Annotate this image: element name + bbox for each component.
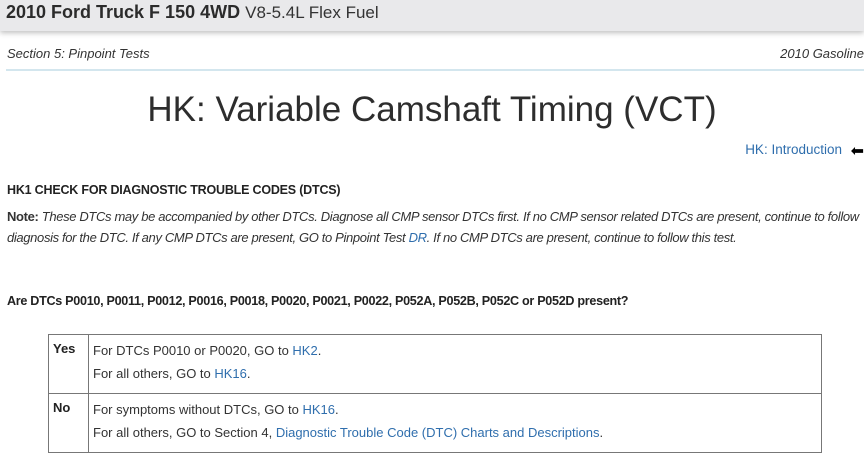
page-title: HK: Variable Camshaft Timing (VCT) [147, 90, 717, 129]
no-line-2: For all others, GO to Section 4, [93, 425, 276, 440]
yes-line-2: For all others, GO to [93, 366, 215, 381]
no-line-1: For symptoms without DTCs, GO to [93, 402, 303, 417]
hk16-link[interactable]: HK16 [214, 366, 247, 381]
yes-actions: For DTCs P0010 or P0020, GO to HK2. For a… [88, 334, 822, 394]
note: Note: These DTCs may be accompanied by o… [7, 206, 864, 248]
question: Are DTCs P0010, P0011, P0012, P0016, P00… [7, 294, 629, 308]
vehicle-name: 2010 Ford Truck F 150 4WD [6, 2, 241, 22]
answer-table: Yes For DTCs P0010 or P0020, GO to HK2. F… [48, 334, 822, 453]
hk16-link[interactable]: HK16 [302, 402, 336, 417]
table-row-yes: Yes For DTCs P0010 or P0020, GO to HK2. F… [48, 334, 822, 394]
table-row-no: No For symptoms without DTCs, GO to HK16… [48, 393, 822, 453]
note-label: Note: [7, 209, 39, 224]
note-text-2: . If no CMP DTCs are present, continue t… [426, 230, 737, 245]
no-actions: For symptoms without DTCs, GO to HK16. Fo… [88, 393, 822, 453]
section-label: Section 5: Pinpoint Tests [7, 46, 150, 61]
dtc-charts-link[interactable]: Diagnostic Trouble Code (DTC) Charts and… [275, 425, 600, 440]
engine-name: V8-5.4L Flex Fuel [245, 3, 379, 22]
manual-label: 2010 Gasoline [780, 46, 864, 61]
introduction-link[interactable]: HK: Introduction [745, 142, 842, 157]
vehicle-header: 2010 Ford Truck F 150 4WD V8-5.4L Flex F… [0, 0, 864, 31]
yes-line-1: For DTCs P0010 or P0020, GO to [93, 343, 293, 358]
dr-link[interactable]: DR [408, 230, 427, 245]
back-arrow-icon[interactable]: ⬅ [850, 143, 864, 160]
hk2-link[interactable]: HK2 [292, 343, 318, 358]
divider [6, 69, 864, 71]
note-text: These DTCs may be accompanied by other D… [7, 209, 859, 245]
no-label: No [48, 393, 89, 453]
step-heading: HK1 CHECK FOR DIAGNOSTIC TROUBLE CODES (… [7, 183, 341, 197]
yes-label: Yes [48, 334, 89, 394]
